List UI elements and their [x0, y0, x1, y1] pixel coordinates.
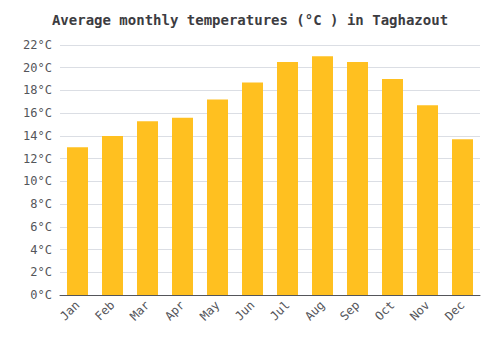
svg-text:Apr: Apr — [162, 298, 187, 323]
svg-text:May: May — [197, 298, 222, 323]
svg-text:6°C: 6°C — [30, 220, 52, 234]
svg-text:16°C: 16°C — [23, 106, 52, 120]
svg-text:0°C: 0°C — [30, 288, 52, 302]
svg-text:20°C: 20°C — [23, 61, 52, 75]
svg-text:Jul: Jul — [267, 298, 292, 323]
svg-text:Mar: Mar — [127, 298, 152, 323]
svg-text:Sep: Sep — [337, 298, 362, 323]
svg-text:14°C: 14°C — [23, 129, 52, 143]
svg-text:Oct: Oct — [372, 298, 397, 323]
svg-text:Aug: Aug — [302, 298, 327, 323]
svg-text:18°C: 18°C — [23, 83, 52, 97]
svg-text:Jan: Jan — [57, 298, 82, 323]
svg-text:4°C: 4°C — [30, 243, 52, 257]
svg-text:8°C: 8°C — [30, 197, 52, 211]
svg-text:Nov: Nov — [407, 298, 432, 323]
svg-text:22°C: 22°C — [23, 38, 52, 52]
svg-text:2°C: 2°C — [30, 265, 52, 279]
svg-text:12°C: 12°C — [23, 152, 52, 166]
svg-text:10°C: 10°C — [23, 174, 52, 188]
svg-text:Feb: Feb — [92, 298, 117, 323]
svg-text:Dec: Dec — [442, 298, 467, 323]
svg-text:Average monthly temperatures (: Average monthly temperatures (°C ) in Ta… — [52, 12, 448, 28]
svg-text:Jun: Jun — [232, 298, 257, 323]
